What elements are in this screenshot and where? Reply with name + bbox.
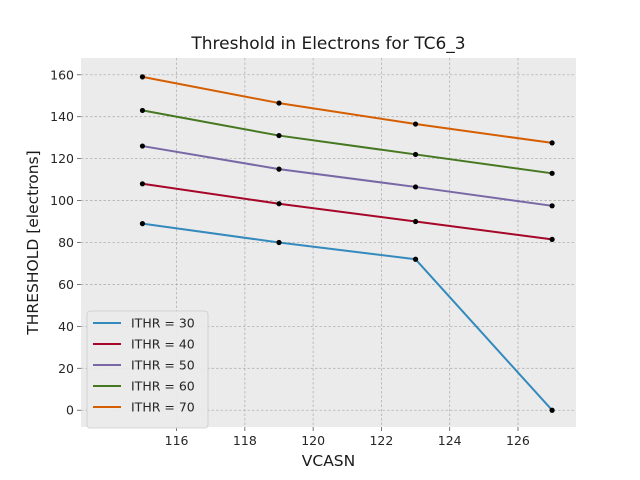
y-axis-label: THRESHOLD [electrons] xyxy=(24,150,42,335)
x-axis-label: VCASN xyxy=(302,452,355,470)
y-tick-label: 100 xyxy=(50,193,74,208)
legend-item: ITHR = 40 xyxy=(93,337,195,352)
legend: ITHR = 30 ITHR = 40 ITHR = 50 ITHR = 60 ITHR… xyxy=(86,310,209,429)
legend-label: ITHR = 50 xyxy=(131,358,195,373)
y-tick-label: 160 xyxy=(50,67,74,82)
series-line-ithr-30 xyxy=(142,222,553,411)
data-point xyxy=(549,140,555,146)
x-tick-label: 118 xyxy=(233,433,257,448)
data-point xyxy=(412,121,419,127)
legend-item: ITHR = 70 xyxy=(93,400,195,415)
chart-title: Threshold in Electrons for TC6_3 xyxy=(190,34,465,54)
data-point xyxy=(412,184,419,190)
y-tick-label: 0 xyxy=(66,403,74,418)
legend-item: ITHR = 60 xyxy=(93,379,195,394)
data-point xyxy=(276,166,282,172)
series-line-ithr-70 xyxy=(142,75,553,144)
data-point xyxy=(139,74,146,80)
legend-label: ITHR = 70 xyxy=(131,400,195,415)
series-line-ithr-60 xyxy=(142,109,553,175)
x-tick-label: 120 xyxy=(301,433,325,448)
data-point xyxy=(549,236,555,242)
x-tick-label: 116 xyxy=(165,433,189,448)
legend-box xyxy=(86,310,209,429)
legend-item: ITHR = 50 xyxy=(93,358,195,373)
x-axis-ticks: 116 118 120 122 124 126 xyxy=(165,427,530,448)
data-point xyxy=(549,407,555,413)
y-tick-label: 60 xyxy=(58,277,74,292)
data-markers xyxy=(139,74,555,413)
data-point xyxy=(549,203,555,209)
series-lines xyxy=(142,75,553,411)
series-line-ithr-40 xyxy=(142,182,553,241)
data-point xyxy=(139,181,146,187)
series-line-ithr-50 xyxy=(142,145,553,207)
data-point xyxy=(276,201,282,207)
x-tick-label: 126 xyxy=(506,433,530,448)
legend-item: ITHR = 30 xyxy=(93,316,195,331)
x-tick-label: 124 xyxy=(438,433,462,448)
y-axis-ticks: 0 20 40 60 80 100 120 140 160 xyxy=(50,67,81,418)
data-point xyxy=(276,100,282,106)
data-point xyxy=(139,107,146,114)
legend-label: ITHR = 40 xyxy=(131,337,195,352)
data-point xyxy=(276,239,282,246)
data-point xyxy=(412,256,419,262)
y-tick-label: 40 xyxy=(58,319,74,334)
data-point xyxy=(549,170,555,176)
y-tick-label: 80 xyxy=(58,235,74,250)
legend-label: ITHR = 60 xyxy=(131,379,195,394)
data-point xyxy=(139,221,146,227)
y-tick-label: 120 xyxy=(50,151,74,166)
legend-label: ITHR = 30 xyxy=(131,316,195,331)
y-tick-label: 140 xyxy=(50,109,74,124)
data-point xyxy=(276,132,282,139)
data-point xyxy=(412,151,419,158)
x-tick-label: 122 xyxy=(369,433,393,448)
data-point xyxy=(139,143,146,149)
data-point xyxy=(412,218,419,225)
y-tick-label: 20 xyxy=(58,361,74,376)
